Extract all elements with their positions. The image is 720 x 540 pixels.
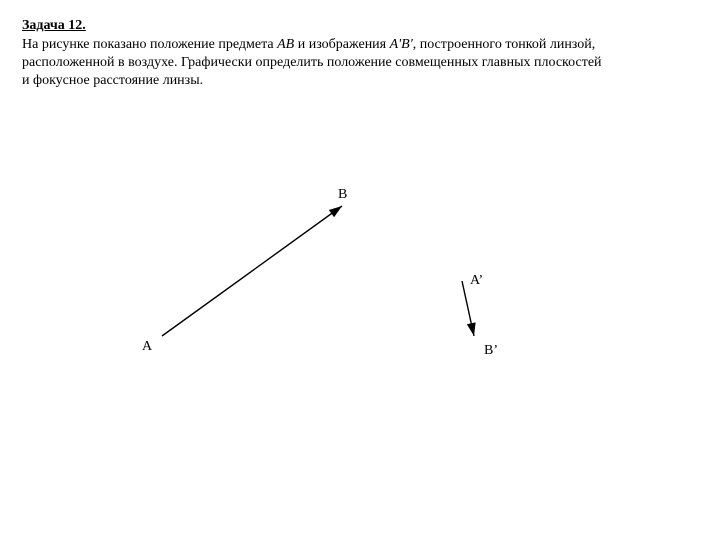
diagram-svg — [22, 161, 698, 481]
var-ab: AB — [277, 37, 294, 52]
problem-title: Задача 12. — [22, 18, 698, 34]
var-abp: A'B' — [390, 37, 413, 52]
text-frag: На рисунке показано положение предмета — [22, 37, 277, 52]
problem-text: На рисунке показано положение предмета A… — [22, 36, 698, 91]
label-bp: B’ — [484, 343, 498, 359]
text-frag: расположенной в воздухе. Графически опре… — [22, 55, 602, 70]
label-b: B — [338, 187, 347, 203]
text-frag: и фокусное расстояние линзы. — [22, 73, 203, 88]
text-frag: и изображения — [294, 37, 389, 52]
diagram: A B A’ B’ — [22, 161, 698, 481]
text-frag: , построенного тонкой линзой, — [413, 37, 596, 52]
label-a: A — [142, 339, 152, 355]
label-ap: A’ — [470, 273, 483, 289]
